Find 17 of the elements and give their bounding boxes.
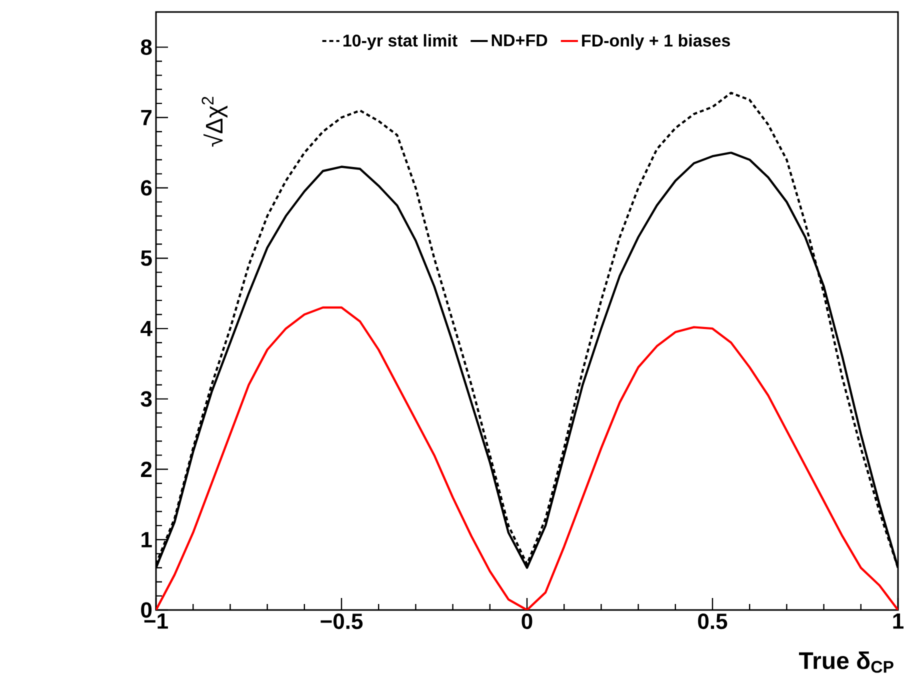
y-tick-label: 6 (141, 180, 152, 196)
x-axis-title: True δ$_{CP}$ (798, 652, 894, 673)
legend-label: FD-only + 1 biases (582, 34, 730, 50)
y-axis-title: √Δχ$^{2}$ (202, 96, 228, 147)
y-tick-label: 8 (140, 39, 152, 55)
y-tick-label: 2 (141, 462, 152, 477)
y-tick-label: 1 (142, 532, 152, 548)
x-tick-label: 0 (522, 614, 532, 630)
y-tick-label: 4 (140, 321, 152, 336)
x-tick-label: 0.5 (698, 614, 728, 630)
y-tick-label: 7 (141, 110, 152, 126)
legend-label: ND+FD (492, 34, 548, 46)
x-tick-label: 1 (893, 614, 904, 629)
legend-label: 10-yr stat limit (343, 34, 458, 50)
y-tick-label: 3 (140, 391, 152, 407)
x-tick-label: −0.5 (320, 614, 363, 630)
y-tick-label: 5 (140, 250, 152, 266)
